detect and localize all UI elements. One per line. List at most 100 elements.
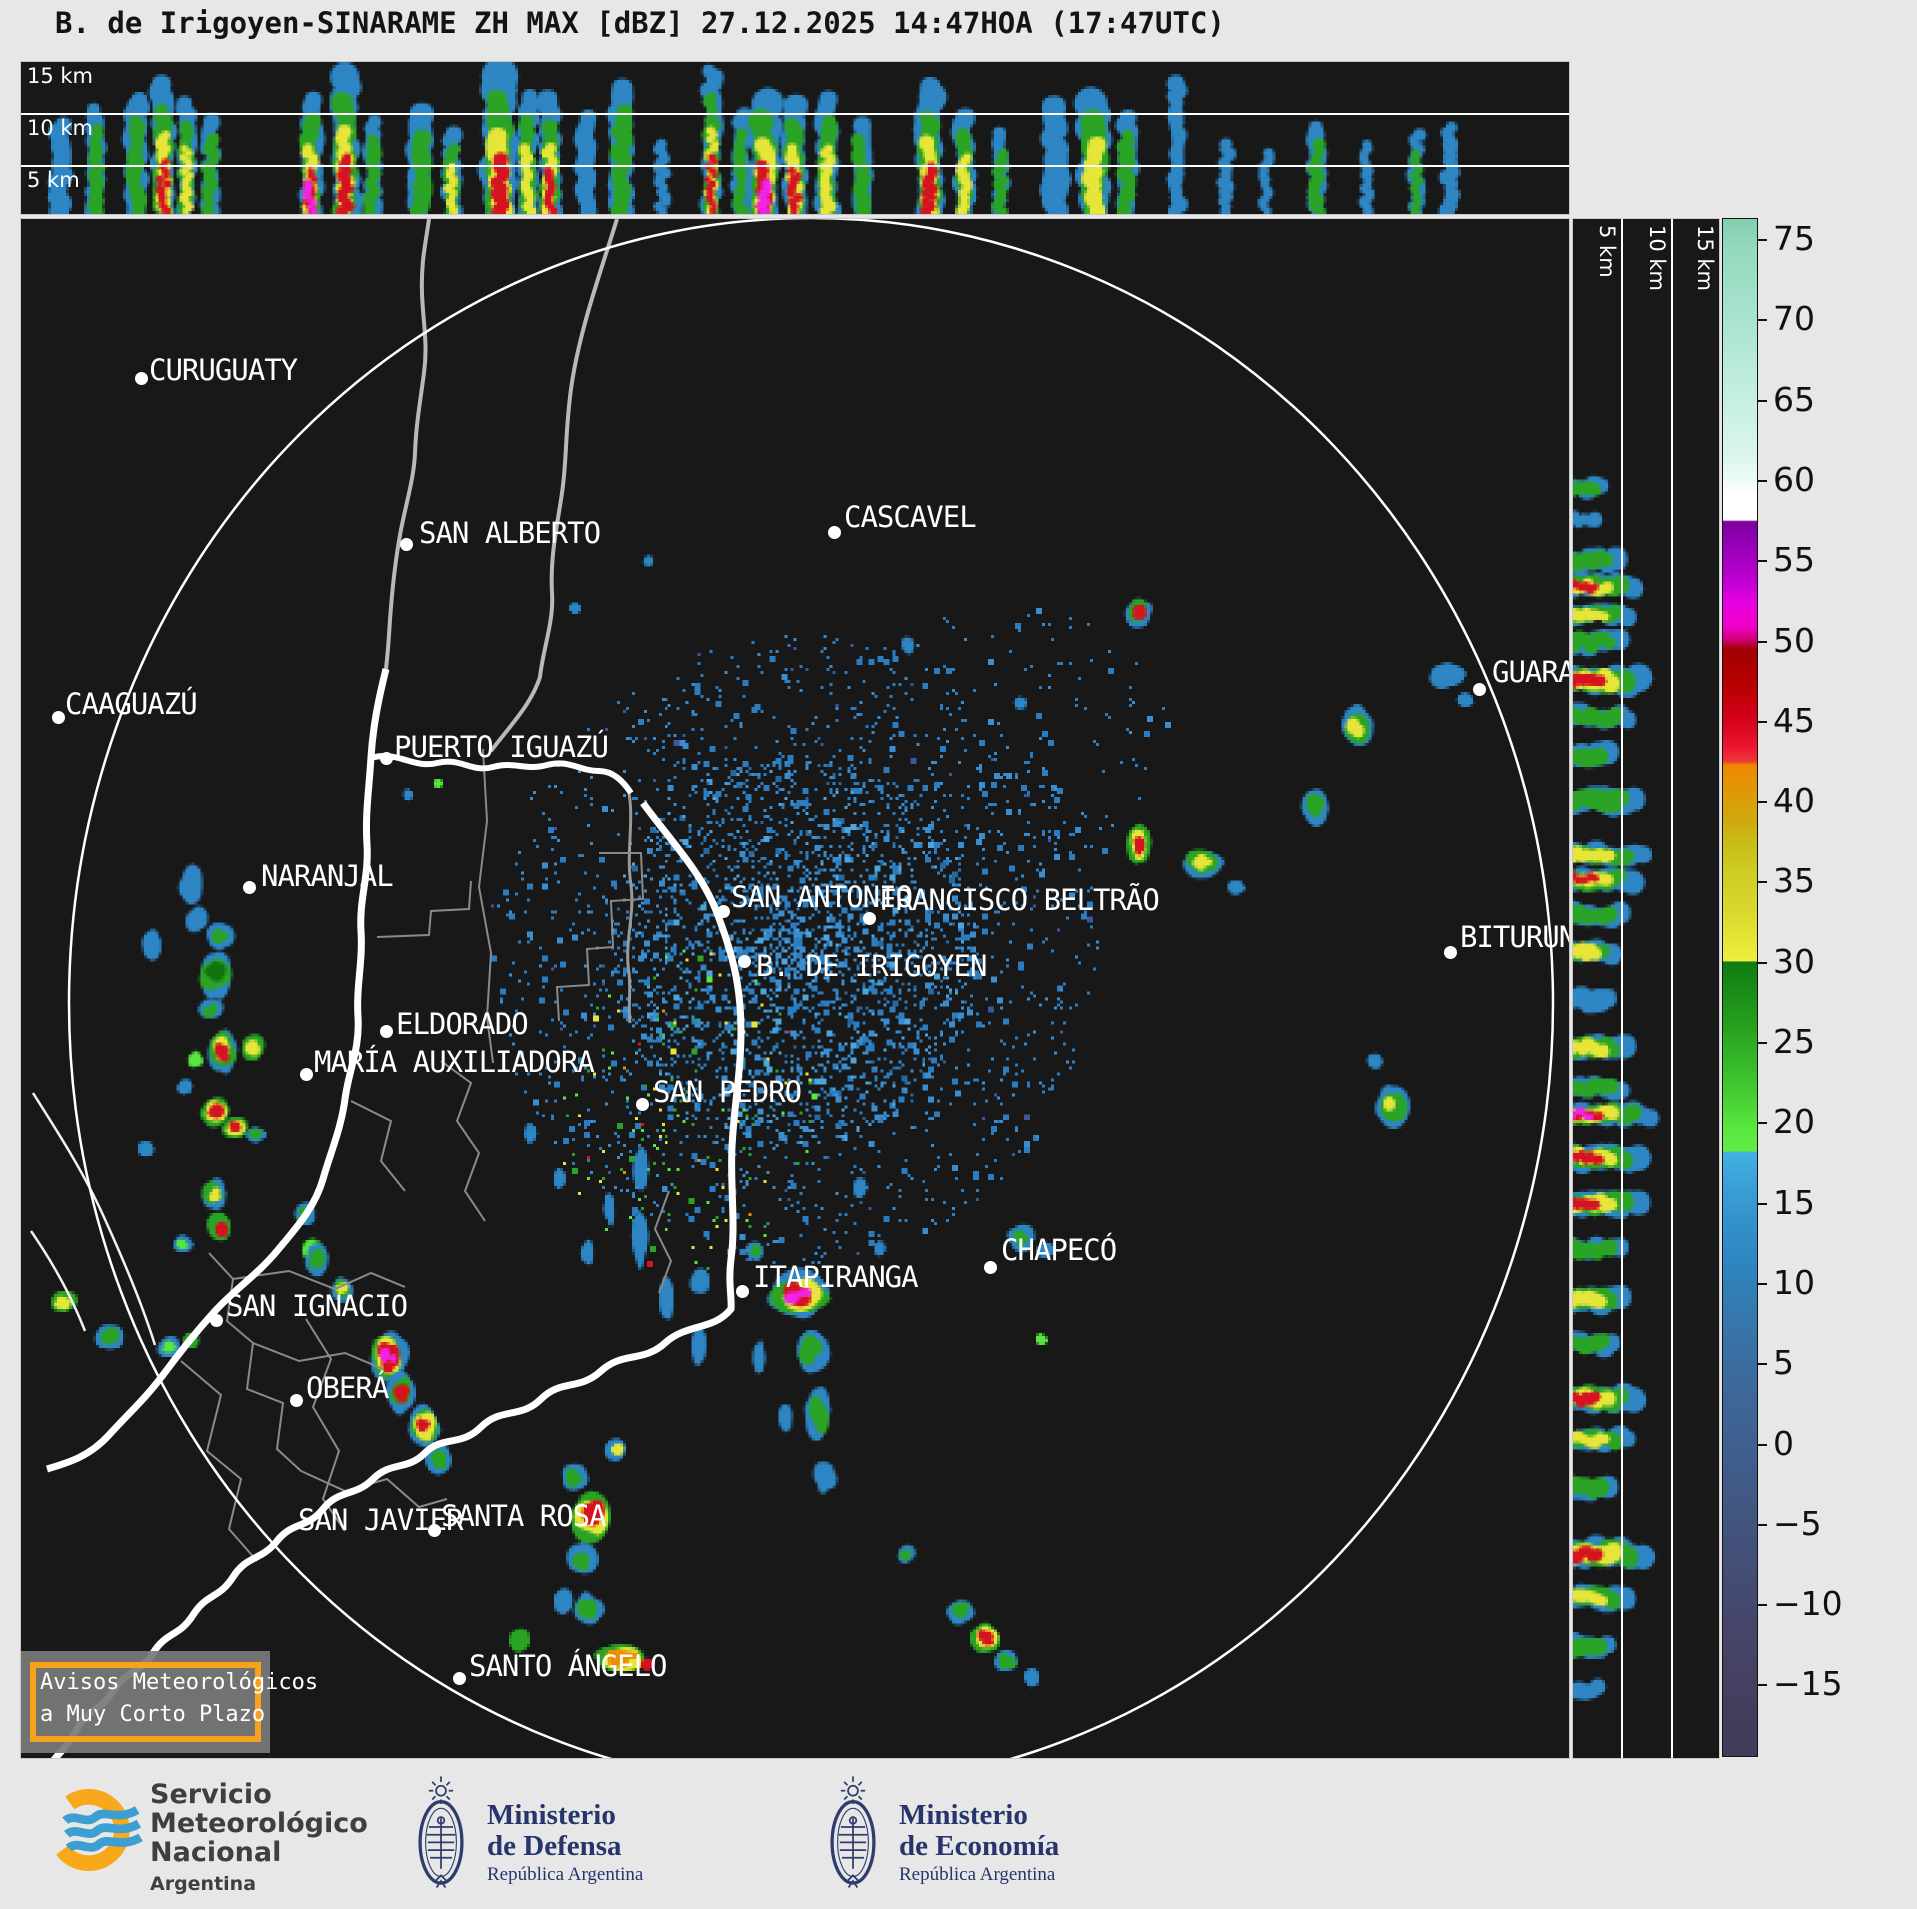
colorbar-tick (1758, 720, 1767, 723)
river-iguazu (370, 753, 634, 795)
smn-logo-icon (52, 1789, 143, 1871)
city-label: OBERÁ (306, 1371, 389, 1405)
city-dot (290, 1394, 303, 1407)
admin-boundaries (180, 748, 673, 1562)
altitude-line-10km-v (1671, 219, 1673, 1758)
city-label: SANTO ÁNGELO (469, 1649, 668, 1683)
argentina-crest-icon-2 (830, 1776, 876, 1888)
city-label: CURUGUATY (149, 353, 298, 387)
city-label: NARANJAL (261, 859, 394, 893)
city-label: CHAPECÓ (1001, 1233, 1117, 1267)
colorbar-tick (1758, 801, 1767, 804)
city-dot (428, 1524, 441, 1537)
city-dot (400, 538, 413, 551)
smn-line-3: Nacional (150, 1837, 282, 1868)
economia-wordmark: Ministerio de Economía República Argenti… (899, 1800, 1059, 1886)
city-label: CASCAVEL (844, 500, 977, 534)
colorbar-tick-label: −10 (1773, 1584, 1843, 1624)
cross-section-right-canvas (1573, 219, 1719, 1758)
altitude-label-right-10-km: 10 km (1645, 225, 1669, 292)
city-label: B. DE IRIGOYEN (756, 949, 987, 983)
colorbar-tick-label: 0 (1773, 1423, 1794, 1463)
city-label: ITAPIRANGA (753, 1260, 919, 1294)
colorbar-tick (1758, 1523, 1767, 1526)
colorbar-tick-label: 5 (1773, 1343, 1794, 1383)
economia-sub: República Argentina (899, 1864, 1056, 1885)
city-label: SAN ANTONIO (731, 880, 913, 914)
colorbar-tick (1758, 1363, 1767, 1366)
river-parana-upper (384, 219, 431, 670)
defensa-line-1: Ministerio (487, 1799, 616, 1831)
colorbar-tick-label: 75 (1773, 219, 1815, 258)
city-dot (738, 955, 751, 968)
colorbar-tick-label: 35 (1773, 861, 1815, 901)
city-label: SAN ALBERTO (419, 516, 601, 550)
city-dot (984, 1261, 997, 1274)
radar-echo-canvas (21, 219, 1569, 1758)
river-thin-2 (29, 1230, 87, 1332)
city-dot (380, 752, 393, 765)
colorbar-tick (1758, 239, 1767, 241)
colorbar-tick-label: −15 (1773, 1664, 1843, 1704)
notice-line-1: Avisos Meteorológicos (40, 1670, 319, 1695)
page-title: B. de Irigoyen-SINARAME ZH MAX [dBZ] 27.… (55, 6, 1225, 40)
altitude-label-10-km: 10 km (27, 116, 94, 140)
colorbar-tick-label: 55 (1773, 540, 1815, 580)
city-dot (52, 711, 65, 724)
smn-line-4: Argentina (150, 1873, 257, 1895)
colorbar-tick (1758, 1443, 1767, 1446)
altitude-label-15-km: 15 km (27, 64, 94, 88)
smn-wordmark: Servicio Meteorológico Nacional Argentin… (150, 1780, 368, 1899)
altitude-line-10km (21, 113, 1569, 115)
defensa-sub: República Argentina (487, 1864, 644, 1885)
colorbar-tick-label: −5 (1773, 1503, 1822, 1543)
map-geography-overlay (29, 219, 1555, 1758)
colorbar-tick (1758, 1684, 1767, 1687)
economia-line-1: Ministerio (899, 1799, 1028, 1831)
colorbar-tick (1758, 1604, 1767, 1607)
city-label: FRANCISCO BELTRÃO (879, 883, 1160, 917)
city-dot (717, 905, 730, 918)
colorbar-tick (1758, 399, 1767, 402)
smn-line-1: Servicio (150, 1779, 272, 1810)
radar-map: CURUGUATY SAN ALBERTO CASCAVEL CAAGUAZÚ PUER… (20, 218, 1570, 1759)
river-tributary-gray (489, 219, 619, 753)
cross-section-top-canvas (21, 62, 1569, 214)
economia-line-2: de Economía (899, 1830, 1060, 1862)
colorbar-tick-label: 65 (1773, 379, 1815, 419)
colorbar-tick (1758, 319, 1767, 322)
colorbar-tick (1758, 479, 1767, 482)
colorbar-tick (1758, 1282, 1767, 1285)
footer: Servicio Meteorológico Nacional Argentin… (0, 1760, 1917, 1909)
colorbar-tick (1758, 1202, 1767, 1205)
city-dot (636, 1098, 649, 1111)
colorbar-tick (1758, 560, 1767, 563)
city-label: BITURUNA (1460, 920, 1569, 954)
smn-line-2: Meteorológico (150, 1808, 368, 1839)
city-dot (380, 1025, 393, 1038)
colorbar-tick-label: 70 (1773, 299, 1815, 339)
colorbar-tick-label: 30 (1773, 941, 1815, 981)
city-label: MARÍA AUXILIADORA (314, 1045, 595, 1079)
altitude-line-5km (21, 165, 1569, 167)
altitude-line-5km-v (1621, 219, 1623, 1758)
city-label: GUARANIAÇU (1492, 655, 1570, 689)
warning-notice-box: Avisos Meteorológicos a Muy Corto Plazo (21, 1651, 318, 1753)
city-label: SAN JAVIER (298, 1503, 464, 1537)
colorbar-tick-label: 25 (1773, 1022, 1815, 1061)
city-label: SAN PEDRO (653, 1075, 802, 1109)
colorbar-tick-label: 20 (1773, 1102, 1815, 1142)
colorbar-tick (1758, 961, 1767, 964)
argentina-crest-icon (418, 1776, 464, 1888)
border-san-antonio (626, 792, 634, 1024)
city-label: SANTA ROSA (441, 1499, 607, 1533)
colorbar-tick-label: 15 (1773, 1182, 1815, 1222)
radar-range-ring (67, 219, 1555, 1758)
cross-section-right: 5 km 10 km 15 km (1572, 218, 1720, 1759)
defensa-wordmark: Ministerio de Defensa República Argentin… (487, 1800, 643, 1886)
river-parana (45, 668, 390, 1473)
city-dot (243, 881, 256, 894)
altitude-label-5-km: 5 km (27, 168, 80, 192)
warning-notice-border (30, 1662, 261, 1742)
